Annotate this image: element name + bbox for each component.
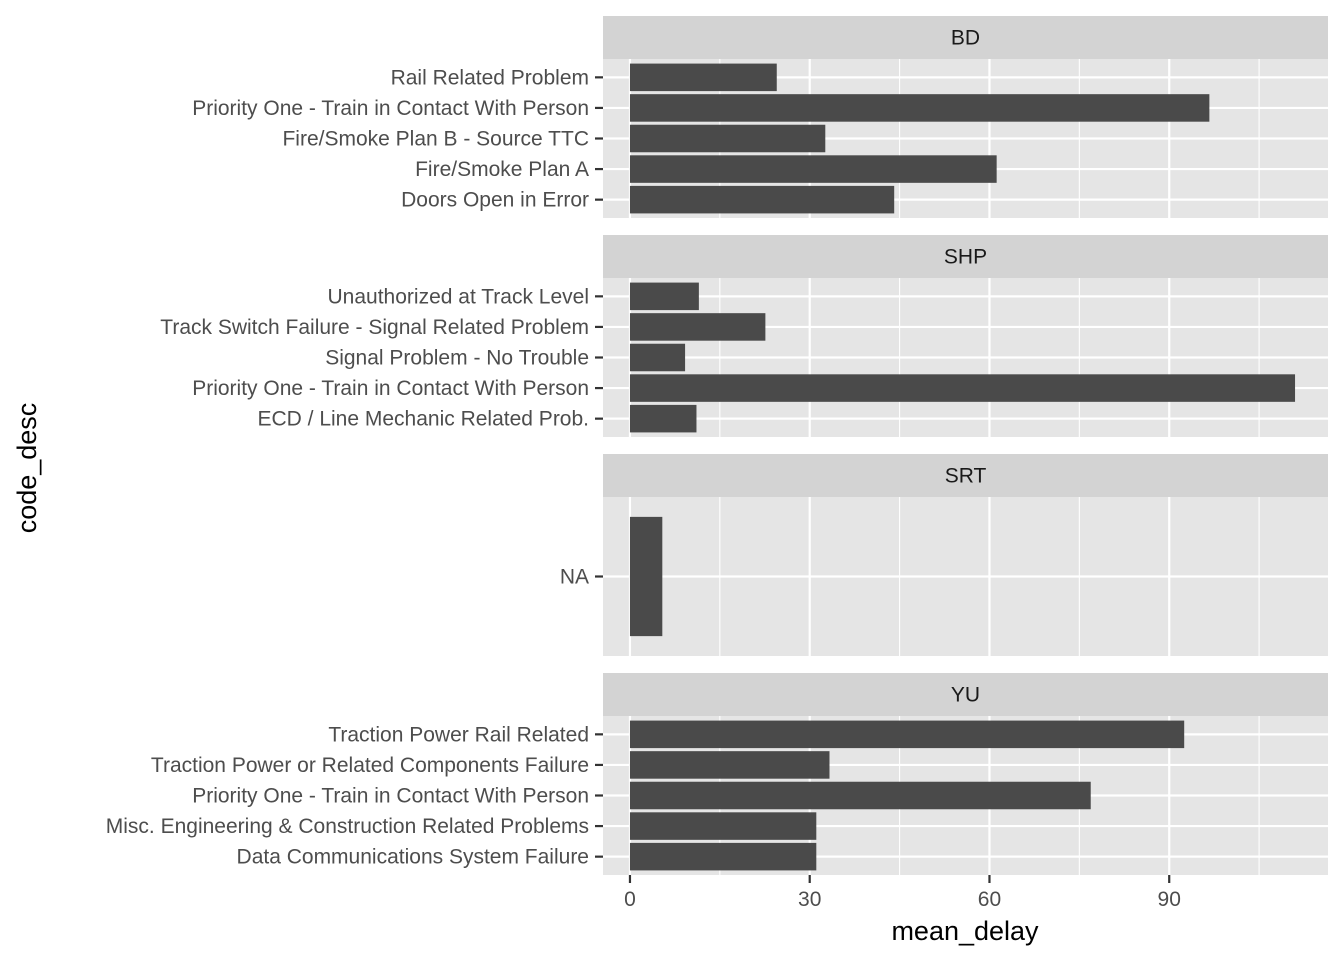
y-tick-label: Rail Related Problem <box>391 66 589 89</box>
x-axis: 0 30 60 90 <box>624 875 1181 911</box>
bar <box>629 63 777 92</box>
y-axis-title: code_desc <box>12 403 42 534</box>
bar <box>629 185 895 214</box>
facet-strip-label: SRT <box>945 465 987 488</box>
facet-panel-yu: YU Traction Power Rail Related Traction Po… <box>106 673 1328 875</box>
x-tick-label: 30 <box>798 888 821 911</box>
facet-panels: BD Rail Related Problem Priority One - Tra… <box>106 16 1328 875</box>
bar <box>629 751 830 779</box>
facet-strip-label: SHP <box>944 246 987 269</box>
bar <box>629 842 817 871</box>
y-tick-label: Unauthorized at Track Level <box>328 285 589 308</box>
y-tick-label: ECD / Line Mechanic Related Prob. <box>258 408 590 431</box>
facet-panel-shp: SHP Unauthorized at Track Level Track Swit… <box>160 235 1328 437</box>
y-tick-label: Fire/Smoke Plan B - Source TTC <box>282 128 589 151</box>
bar <box>629 94 1210 122</box>
x-tick-label: 90 <box>1158 888 1181 911</box>
facet-strip-label: YU <box>951 684 980 707</box>
y-tick-label: Data Communications System Failure <box>237 846 589 869</box>
facet-panel-bd: BD Rail Related Problem Priority One - Tra… <box>192 16 1328 218</box>
y-tick-label: Track Switch Failure - Signal Related Pr… <box>160 316 589 339</box>
y-tick-label: Traction Power Rail Related <box>328 723 589 746</box>
x-tick-label: 60 <box>978 888 1001 911</box>
bar <box>629 781 1091 810</box>
y-tick-label: NA <box>560 566 589 589</box>
bar <box>629 720 1185 749</box>
y-tick-label: Doors Open in Error <box>401 189 589 212</box>
facet-strip <box>603 454 1328 497</box>
bar <box>629 282 699 311</box>
bar <box>629 313 766 341</box>
y-tick-label: Priority One - Train in Contact With Per… <box>192 377 589 400</box>
y-tick-label: Priority One - Train in Contact With Per… <box>192 97 589 120</box>
y-tick-label: Fire/Smoke Plan A <box>415 158 589 181</box>
bar <box>629 812 817 840</box>
bar <box>629 404 697 433</box>
facet-strip <box>603 16 1328 59</box>
y-tick-label: Traction Power or Related Components Fai… <box>151 754 589 777</box>
y-tick-label: Misc. Engineering & Construction Related… <box>106 815 589 838</box>
facet-strip <box>603 673 1328 716</box>
bar <box>629 155 997 183</box>
x-axis-title: mean_delay <box>891 916 1039 946</box>
facet-strip-label: BD <box>951 27 980 50</box>
facet-strip <box>603 235 1328 278</box>
x-tick-label: 0 <box>624 888 636 911</box>
bar <box>629 343 686 372</box>
bar <box>629 374 1296 402</box>
facet-panel-srt: SRT NA <box>560 454 1328 656</box>
y-tick-label: Priority One - Train in Contact With Per… <box>192 785 589 808</box>
bar <box>629 516 663 637</box>
y-tick-label: Signal Problem - No Trouble <box>325 347 589 370</box>
bar <box>629 124 826 153</box>
